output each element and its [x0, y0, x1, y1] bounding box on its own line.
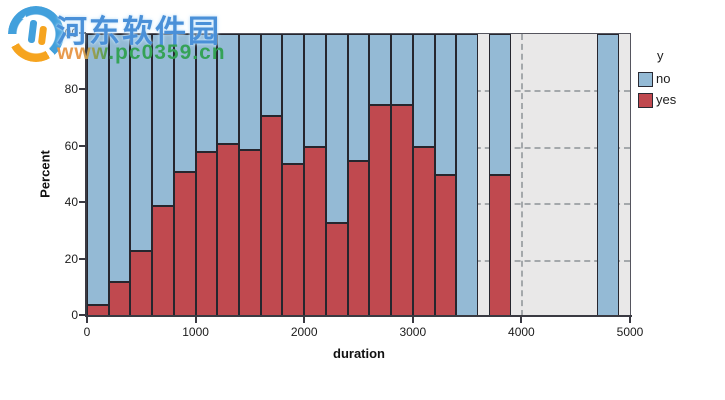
bar-1400-1600: [239, 34, 261, 316]
x-tick-label-3000: 3000: [399, 325, 427, 339]
bar-3700-3900: [488, 34, 511, 316]
bar-yes-segment: [348, 159, 369, 315]
x-axis-title: duration: [333, 346, 385, 361]
legend-label-yes: yes: [656, 92, 677, 107]
bar-yes-segment: [326, 221, 347, 315]
reference-line-4000: [521, 34, 524, 316]
y-tick-label-20: 20: [64, 251, 78, 266]
y-tick-40: [79, 201, 86, 204]
y-tick-60: [79, 144, 86, 147]
bar-yes-segment: [370, 103, 391, 315]
bar-yes-segment: [305, 145, 325, 315]
bar-yes-segment: [413, 145, 434, 315]
bar-1200-1400: [217, 34, 240, 316]
bar-600-800: [152, 34, 174, 316]
logo-sparkle-icon: ✦: [21, 14, 30, 25]
y-tick-80: [79, 88, 86, 91]
x-axis-line: [85, 315, 632, 317]
x-tick-5000: [629, 317, 631, 323]
y-tick-label-100: 100: [57, 26, 78, 40]
bar-yes-segment: [196, 151, 217, 315]
bar-yes-segment: [240, 148, 260, 315]
y-tick-20: [79, 257, 86, 260]
y-tick-0: [79, 314, 86, 316]
x-tick-1000: [194, 317, 197, 323]
x-tick-label-1000: 1000: [182, 325, 209, 339]
legend-title: y: [657, 48, 664, 63]
bar-yes-segment: [218, 142, 239, 315]
bar-yes-segment: [489, 174, 510, 315]
bar-4700-4900: [597, 34, 620, 316]
y-tick-100: [79, 32, 86, 34]
plot-area: [87, 33, 631, 316]
bar-1600-1800: [260, 34, 283, 316]
x-tick-0: [86, 317, 88, 323]
bar-2600-2800: [369, 34, 392, 316]
x-tick-4000: [520, 317, 523, 323]
y-tick-label-60: 60: [64, 138, 78, 153]
legend-item-yes: yes: [638, 92, 723, 108]
bar-yes-segment: [153, 205, 173, 315]
bar-0-200: [87, 34, 109, 316]
x-tick-label-5000: 5000: [616, 325, 644, 339]
bar-400-600: [130, 34, 153, 316]
bar-yes-segment: [109, 281, 130, 315]
bar-1800-2000: [282, 34, 305, 316]
x-tick-label-4000: 4000: [508, 325, 535, 339]
bar-yes-segment: [131, 250, 152, 315]
bar-3200-3400: [434, 34, 457, 316]
legend-swatch-yes: [638, 92, 653, 108]
y-axis-line: [85, 33, 87, 317]
legend-item-no: no: [638, 71, 723, 87]
y-tick-label-40: 40: [64, 195, 78, 210]
bar-2000-2200: [304, 34, 326, 316]
bar-2800-3000: [391, 34, 413, 316]
logo-blue-bar: [27, 19, 38, 44]
legend-label-no: no: [656, 71, 671, 86]
bar-yes-segment: [174, 171, 195, 315]
bar-2400-2600: [347, 34, 370, 316]
bar-yes-segment: [283, 162, 304, 315]
bar-yes-segment: [261, 114, 282, 315]
legend-items: no yes: [638, 71, 723, 108]
bar-yes-segment: [435, 174, 456, 315]
bar-200-400: [108, 34, 131, 316]
x-tick-label-0: 0: [83, 325, 91, 339]
bar-800-1000: [173, 34, 196, 316]
x-tick-label-2000: 2000: [290, 325, 318, 339]
bar-1000-1200: [195, 34, 218, 316]
y-tick-label-80: 80: [64, 82, 78, 97]
y-axis-title: Percent: [37, 150, 53, 198]
x-tick-2000: [303, 317, 306, 323]
bar-3400-3600: [456, 34, 478, 316]
bar-yes-segment: [88, 303, 108, 315]
bar-3000-3200: [412, 34, 435, 316]
legend: y no yes: [638, 48, 723, 113]
legend-swatch-no: [638, 71, 653, 87]
bar-2200-2400: [325, 34, 348, 316]
x-tick-3000: [411, 317, 414, 323]
bar-yes-segment: [392, 103, 412, 315]
y-tick-label-0: 0: [71, 308, 78, 322]
